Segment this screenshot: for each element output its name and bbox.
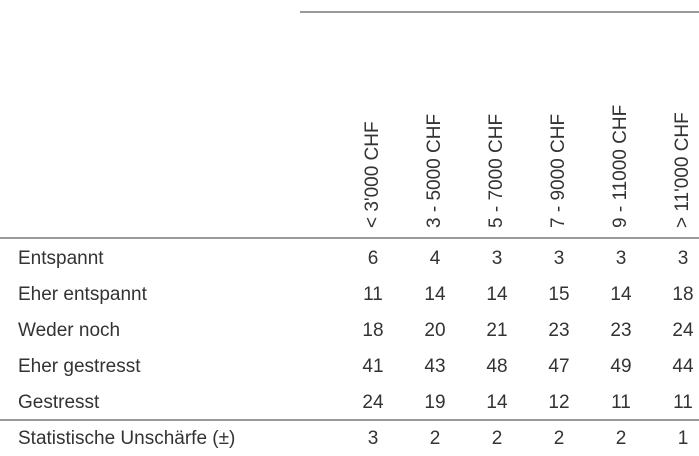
footer-label: Statistische Unschärfe (±) [18,428,235,449]
cell: 48 [486,356,507,377]
cell: 12 [548,392,569,413]
cell: 20 [424,320,445,341]
cell: 15 [548,284,569,305]
row-label: Gestresst [18,392,100,413]
cell: 3 [616,248,627,269]
column-header: 3 - 5000 CHF [424,114,445,228]
cell: 3 [554,248,565,269]
cell: 23 [610,320,631,341]
cell: 1 [678,428,689,449]
cell: 11 [611,392,631,413]
cell: 43 [424,356,445,377]
cell: 2 [492,428,503,449]
cell: 14 [486,284,508,305]
cell: 21 [486,320,507,341]
cell: 23 [548,320,569,341]
column-header: 7 - 9000 CHF [548,114,569,228]
cell: 14 [486,392,508,413]
cell: 3 [678,248,689,269]
cell: 18 [672,284,693,305]
column-header: > 11'000 CHF [672,112,693,228]
cell: 41 [362,356,383,377]
cell: 3 [492,248,503,269]
cell: 44 [672,356,694,377]
row-label: Entspannt [18,248,104,269]
cell: 11 [673,392,693,413]
cell: 19 [424,392,445,413]
cell: 14 [424,284,446,305]
column-header: 5 - 7000 CHF [486,114,507,228]
cell: 3 [368,428,379,449]
row-label: Eher gestresst [18,356,141,377]
column-header: < 3'000 CHF [362,121,383,228]
row-label: Weder noch [18,320,120,341]
cell: 2 [554,428,565,449]
cell: 49 [610,356,631,377]
cell: 6 [368,248,379,269]
cell: 11 [363,284,383,305]
cell: 2 [430,428,441,449]
cell: 24 [362,392,384,413]
cell: 4 [430,248,441,269]
cell: 47 [548,356,569,377]
column-header: 9 - 11000 CHF [610,105,631,228]
cell: 24 [672,320,694,341]
cell: 18 [362,320,383,341]
cell: 2 [616,428,627,449]
cell: 14 [610,284,632,305]
row-label: Eher entspannt [18,284,148,305]
